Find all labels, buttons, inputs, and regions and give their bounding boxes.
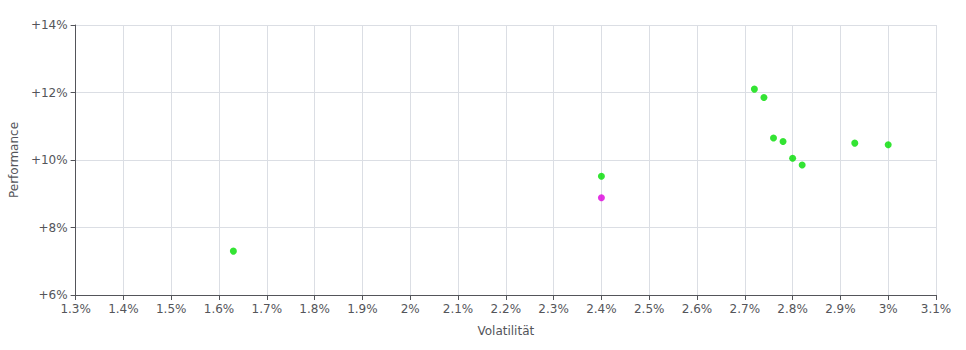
svg-text:Volatilität: Volatilität [477,324,534,338]
svg-text:2.9%: 2.9% [825,302,856,316]
svg-text:1.6%: 1.6% [204,302,235,316]
svg-text:1.7%: 1.7% [252,302,283,316]
svg-text:2.8%: 2.8% [777,302,808,316]
svg-text:2.5%: 2.5% [634,302,665,316]
svg-text:2.6%: 2.6% [682,302,713,316]
svg-text:2.3%: 2.3% [538,302,569,316]
svg-text:3%: 3% [879,302,898,316]
svg-text:2%: 2% [401,302,420,316]
svg-text:+14%: +14% [31,18,68,32]
svg-text:3.1%: 3.1% [921,302,952,316]
svg-text:1.9%: 1.9% [347,302,378,316]
svg-text:2.7%: 2.7% [730,302,761,316]
svg-text:2.2%: 2.2% [491,302,522,316]
svg-text:1.5%: 1.5% [156,302,187,316]
svg-text:2.1%: 2.1% [443,302,474,316]
svg-text:1.8%: 1.8% [299,302,330,316]
svg-text:1.4%: 1.4% [108,302,139,316]
svg-text:2.4%: 2.4% [586,302,617,316]
svg-text:+12%: +12% [31,86,68,100]
svg-text:+8%: +8% [39,221,68,235]
svg-text:1.3%: 1.3% [60,302,91,316]
svg-text:Performance: Performance [7,122,21,198]
svg-text:+10%: +10% [31,153,68,167]
svg-text:+6%: +6% [39,288,68,302]
